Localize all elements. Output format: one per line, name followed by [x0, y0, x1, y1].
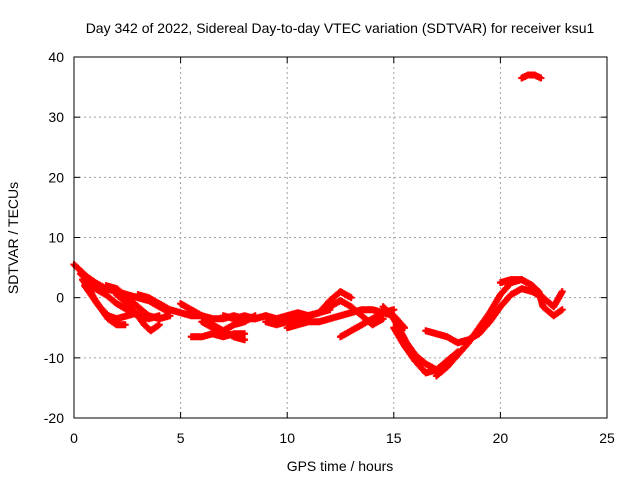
y-tick-label: -20 — [44, 410, 64, 426]
series-track-e — [102, 282, 174, 323]
x-tick-label: 0 — [70, 430, 78, 446]
data-point — [558, 288, 566, 296]
y-tick-label: 0 — [56, 290, 64, 306]
grid-lines — [74, 57, 607, 418]
chart-title: Day 342 of 2022, Sidereal Day-to-day VTE… — [86, 20, 595, 36]
data-point — [390, 306, 398, 314]
series-track-f — [113, 291, 163, 335]
plot-frame — [73, 56, 608, 419]
data-point — [166, 312, 174, 320]
x-tick-label: 5 — [177, 430, 185, 446]
y-tick-label: 10 — [48, 230, 64, 246]
x-tick-label: 10 — [279, 430, 295, 446]
series-track-t — [496, 276, 566, 320]
data-point — [121, 321, 129, 329]
data-point — [537, 74, 545, 82]
y-tick-label: 30 — [48, 109, 64, 125]
axis-ticks: 0 5 10 15 20 25 -20 -10 0 10 20 30 40 — [44, 49, 615, 446]
data-points — [70, 71, 566, 380]
y-tick-label: -10 — [44, 350, 64, 366]
data-point — [400, 324, 408, 332]
series-track-s — [432, 276, 566, 380]
y-tick-label: 40 — [48, 49, 64, 65]
series-track-i — [187, 330, 249, 341]
x-tick-label: 15 — [386, 430, 402, 446]
data-point — [155, 321, 163, 329]
y-tick-label: 20 — [48, 169, 64, 185]
x-tick-label: 25 — [599, 430, 615, 446]
data-point — [241, 336, 249, 344]
y-axis-label: SDTVAR / TECUs — [5, 182, 21, 294]
x-tick-label: 20 — [493, 430, 509, 446]
x-axis-label: GPS time / hours — [287, 458, 394, 474]
data-point — [379, 315, 387, 323]
series-track-u — [518, 71, 545, 82]
data-point — [241, 330, 249, 338]
data-point — [558, 306, 566, 314]
data-point — [347, 294, 355, 302]
